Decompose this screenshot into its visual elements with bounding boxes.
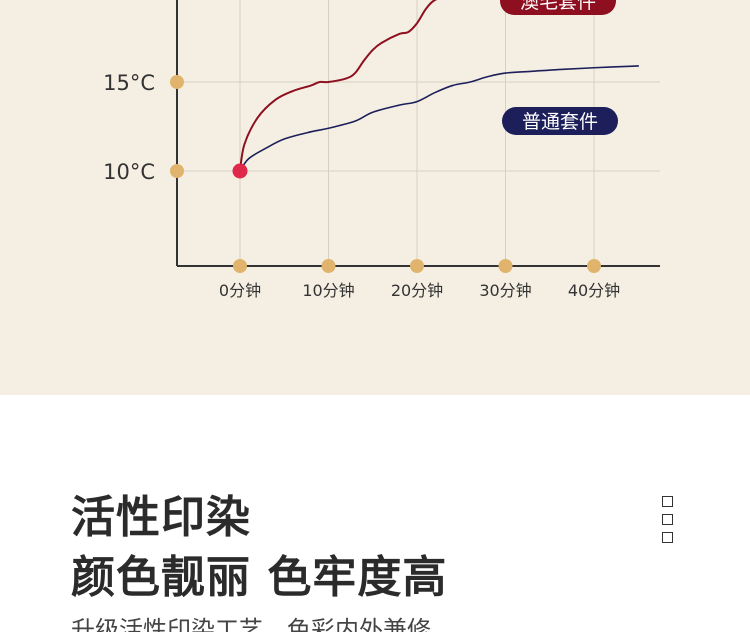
y-tick-marker — [170, 75, 184, 89]
series-label-pill — [502, 107, 618, 135]
x-tick-label: 10分钟 — [302, 281, 354, 300]
y-tick-label: 15°C — [103, 71, 155, 95]
temperature-chart-panel: 10°C 15°C 0分钟 10分钟 20分钟 30分钟 40分钟 澳毛套件普通套件 — [0, 0, 750, 395]
feature-subtitle: 升级活性印染工艺，色彩内外兼修 — [71, 616, 431, 632]
feature-headline-line2: 颜色靓丽 色牢度高 — [71, 552, 448, 603]
x-tick-label: 0分钟 — [219, 281, 261, 300]
x-tick-marker — [498, 259, 513, 273]
square-icon — [662, 532, 673, 543]
start-point-marker — [232, 163, 248, 179]
x-tick-marker — [321, 259, 336, 273]
feature-headline-line1: 活性印染 — [71, 492, 251, 543]
x-tick-marker — [410, 259, 424, 273]
series-label-putong: 普通套件 — [522, 111, 598, 133]
series-line-aomao — [239, 0, 438, 172]
series-label-pill — [500, 0, 616, 15]
square-icon — [662, 496, 673, 507]
x-tick-marker — [587, 259, 601, 273]
y-tick-label: 10°C — [103, 160, 155, 184]
x-tick-marker — [233, 259, 247, 273]
series-line-putong — [239, 65, 640, 172]
decorative-squares — [662, 496, 674, 543]
x-tick-label: 30分钟 — [479, 281, 531, 300]
feature-section: 活性印染 颜色靓丽 色牢度高 升级活性印染工艺，色彩内外兼修 — [0, 395, 750, 632]
y-tick-marker — [170, 164, 184, 178]
x-tick-label: 40分钟 — [568, 281, 620, 300]
x-tick-label: 20分钟 — [391, 281, 443, 300]
series-label-aomao: 澳毛套件 — [520, 0, 596, 13]
square-icon — [662, 514, 673, 525]
